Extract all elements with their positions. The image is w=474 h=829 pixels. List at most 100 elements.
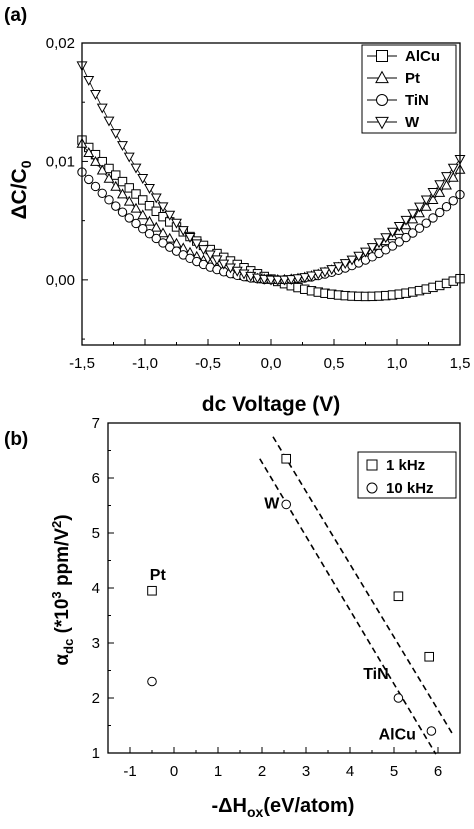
panel-a-data-point (448, 196, 458, 206)
panel-a-data-point (441, 172, 452, 183)
panel-a-y-tick-label: 0,01 (46, 153, 75, 170)
panel-b-x-axis-title-sub: ox (247, 804, 264, 820)
panel-a-x-tick-label: -1,5 (69, 355, 95, 372)
panel-b-data-point (393, 591, 404, 602)
panel-a-x-tick-label: 0,0 (261, 355, 282, 372)
panel-b-legend-entries: 1 kHz 10 kHz (366, 457, 434, 497)
panel-b-data-point (281, 453, 291, 464)
panel-b-y-tick-label: 6 (92, 470, 100, 487)
panel-a-data-point (366, 243, 378, 254)
panel-b-y-tick-label: 5 (92, 525, 100, 542)
panel-a-data-point (151, 233, 161, 244)
panel-a-series-pt (76, 137, 466, 284)
panel-a-data-point (157, 202, 169, 213)
panel-a-data-point (157, 227, 169, 238)
panel-a-data-point (279, 275, 290, 286)
panel-a-data-point (434, 186, 446, 197)
panel-a-data-point (420, 195, 432, 206)
panel-a-legend-entry: Pt (367, 70, 420, 87)
panel-a-y-axis-title-sub: 0 (18, 160, 34, 168)
panel-a-legend-label: AlCu (405, 48, 440, 65)
panel-a-legend-entries: AlCu Pt TiN W (367, 48, 440, 131)
panel-a-data-point (414, 223, 425, 233)
panel-b-legend: 1 kHz 10 kHz (357, 451, 457, 499)
panel-a-data-point (103, 116, 115, 127)
panel-a-data-point (401, 232, 411, 243)
panel-a-data-point (339, 259, 351, 270)
panel-b-y-axis-title-close: ) (52, 514, 73, 520)
panel-b-annotation: W (264, 495, 280, 512)
panel-a-data-point (191, 239, 203, 250)
panel-a-data-point (407, 209, 419, 220)
panel-a-data-point (326, 265, 338, 276)
panel-a-data-point (131, 189, 141, 199)
panel-b-trend-line (272, 436, 455, 736)
panel-a-y-axis-title-main: ΔC/C (8, 168, 31, 219)
panel-a-data-point (111, 170, 121, 180)
panel-a-data-point (123, 195, 135, 206)
panel-a: (a) -1,5 -1,0 -0,5 0,0 0,5 1,0 1,5 0,00 0,01 0,02… (4, 5, 470, 416)
panel-a-data-point (434, 180, 446, 191)
panel-a-data-point (441, 179, 452, 190)
panel-a-data-point (333, 262, 344, 273)
panel-a-data-point (299, 273, 311, 284)
panel-a-data-point (380, 233, 392, 244)
panel-a-data-point (90, 155, 101, 166)
panel-a-data-point (373, 238, 385, 249)
panel-b-annotation: AlCu (379, 726, 416, 743)
panel-b-x-tick-label: 6 (434, 763, 442, 780)
panel-a-x-tick-label: 0,5 (324, 355, 345, 372)
panel-b-x-axis-title-tail: (eV/atom) (263, 795, 354, 817)
panel-a-data-point (387, 227, 398, 238)
panel-b-series-1-khz (147, 453, 434, 662)
panel-a-data-point (265, 275, 277, 286)
panel-b-y-tick-label: 3 (92, 635, 100, 652)
panel-a-data-point (96, 103, 108, 114)
panel-b-x-tick-label: 5 (390, 763, 398, 780)
panel-a-legend-marker (375, 116, 389, 130)
panel-b-y-axis-title-main: α (52, 654, 73, 666)
panel-a-data-point (408, 228, 418, 238)
panel-b-ticks: -1 0 1 2 3 4 5 6 1 2 3 4 5 6 7 (92, 415, 461, 780)
panel-a-data-point (117, 188, 128, 199)
panel-b-annotation: Pt (150, 567, 167, 584)
panel-a-data-point (158, 211, 168, 222)
panel-b-x-tick-label: 0 (170, 763, 178, 780)
panel-a-legend-marker (375, 70, 389, 84)
panel-a-y-tick-label: 0,00 (46, 272, 75, 289)
panel-a-series-w (76, 61, 466, 286)
panel-b-y-tick-label: 7 (92, 415, 100, 432)
panel-a-data-point (184, 232, 196, 243)
panel-a-legend-entry: TiN (367, 92, 429, 109)
panel-a-data-point (96, 164, 108, 175)
panel-a-data-point (387, 241, 398, 251)
panel-a-legend-label: TiN (405, 92, 429, 109)
panel-a-data-point (138, 224, 148, 234)
panel-a-data-point (165, 242, 175, 252)
panel-a-data-point (258, 274, 270, 285)
panel-a-data-point (117, 176, 128, 187)
panel-a-legend-label: W (405, 114, 420, 131)
panel-a-data-point (90, 90, 101, 100)
panel-a-data-point (130, 202, 142, 213)
panel-a-data-point (204, 250, 216, 261)
panel-a-data-point (164, 232, 176, 243)
panel-b-legend-entry: 1 kHz (366, 457, 425, 474)
panel-a-x-tick-label: 1,5 (450, 355, 471, 372)
panel-a-label: (a) (4, 5, 27, 26)
panel-a-data-point (164, 210, 176, 221)
panel-b-data-point (424, 651, 434, 662)
panel-a-data-point (137, 209, 149, 220)
panel-a-data-point (97, 188, 107, 198)
panel-a-data-point (150, 193, 162, 204)
panel-b-y-axis-title-tail2: ppm/V (52, 528, 73, 592)
panel-b-x-tick-label: 2 (258, 763, 266, 780)
panel-a-data-point (427, 188, 439, 198)
panel-a-legend-entry: AlCu (367, 48, 440, 65)
panel-a-y-tick-label: 0,02 (46, 35, 75, 52)
panel-a-data-point (427, 194, 439, 204)
panel-b-y-axis-title-tail: (*10 (52, 599, 73, 639)
panel-b-series-10-khz (147, 499, 437, 736)
panel-a-data-point (231, 266, 243, 277)
panel-a-data-point (447, 171, 459, 182)
